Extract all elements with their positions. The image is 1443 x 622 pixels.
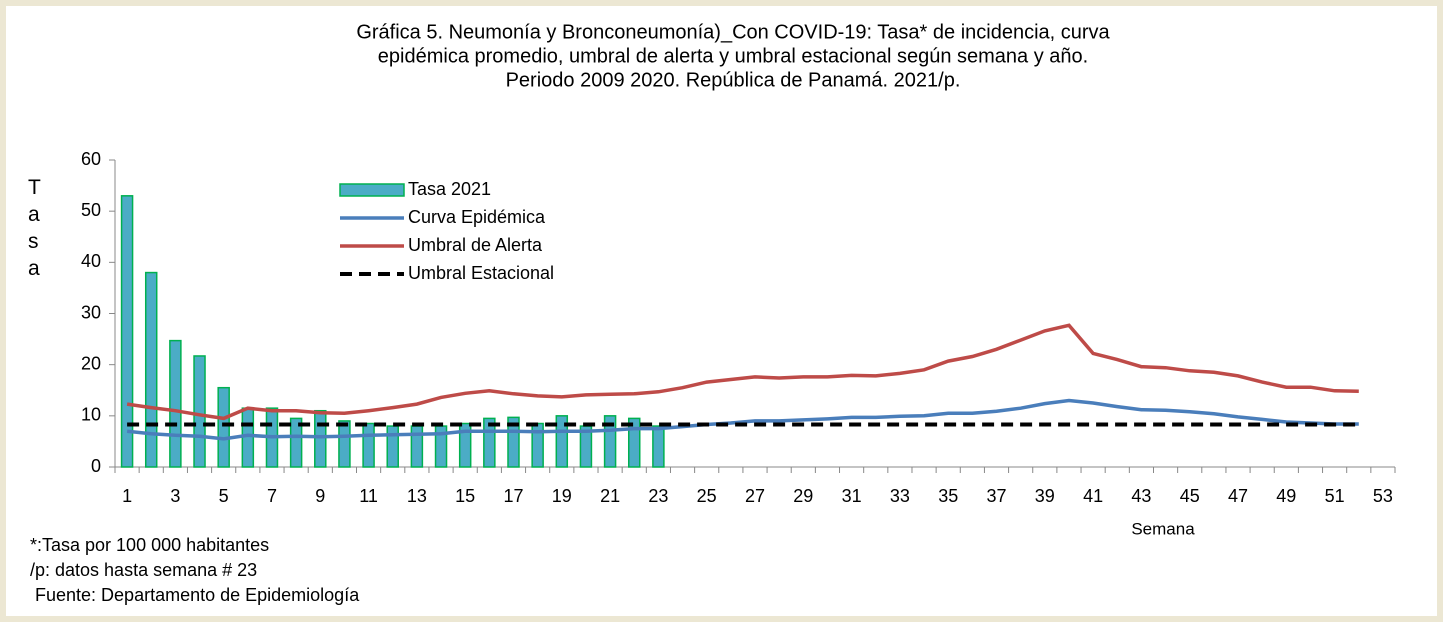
legend-label: Umbral de Alerta	[408, 235, 543, 255]
bar	[338, 420, 351, 468]
chart-title: epidémica promedio, umbral de alerta y u…	[378, 45, 1088, 67]
y-axis-label: Tasa	[28, 176, 41, 280]
x-tick-label: 13	[407, 486, 427, 506]
x-axis-label: Semana	[1131, 519, 1195, 538]
x-tick-label: 39	[1035, 486, 1055, 506]
x-tick-label: 23	[648, 486, 668, 506]
x-tick-label: 37	[986, 486, 1006, 506]
bar	[120, 195, 134, 468]
footnote: *:Tasa por 100 000 habitantes	[30, 535, 269, 555]
x-tick-label: 1	[122, 486, 132, 506]
y-tick-label: 60	[81, 149, 101, 169]
legend-label: Umbral Estacional	[408, 263, 554, 283]
x-tick-label: 19	[552, 486, 572, 506]
line	[126, 398, 1359, 441]
x-tick-label: 7	[267, 486, 277, 506]
x-tick-label: 33	[890, 486, 910, 506]
bar	[627, 417, 641, 468]
x-tick-label: 27	[745, 486, 765, 506]
y-tick-label: 10	[81, 405, 101, 425]
y-tick-label: 30	[81, 302, 101, 322]
bar	[652, 425, 665, 468]
bar	[483, 417, 496, 468]
bar	[289, 417, 303, 468]
x-tick-label: 17	[503, 486, 523, 506]
x-tick-label: 29	[793, 486, 813, 506]
y-tick-label: 0	[91, 456, 101, 476]
x-tick-label: 51	[1325, 486, 1345, 506]
bar	[217, 386, 230, 468]
bar	[386, 425, 399, 468]
bar	[555, 415, 569, 468]
x-tick-label: 5	[219, 486, 229, 506]
x-tick-label: 45	[1180, 486, 1200, 506]
footnote: /p: datos hasta semana # 23	[30, 560, 257, 580]
bar	[144, 271, 158, 468]
legend-label: Curva Epidémica	[408, 207, 546, 227]
x-tick-label: 9	[315, 486, 325, 506]
x-tick-label: 53	[1373, 486, 1393, 506]
x-tick-label: 47	[1228, 486, 1248, 506]
bar	[410, 425, 424, 468]
x-tick-label: 31	[842, 486, 862, 506]
legend-label: Tasa 2021	[408, 179, 491, 199]
footnote: Fuente: Departamento de Epidemiología	[30, 585, 360, 605]
y-tick-label: 50	[81, 200, 101, 220]
legend-swatch	[339, 183, 405, 197]
y-tick-label: 40	[81, 251, 101, 271]
bar	[458, 422, 472, 468]
x-tick-label: 21	[600, 486, 620, 506]
x-tick-label: 35	[938, 486, 958, 506]
bar	[362, 422, 375, 468]
line	[126, 323, 1359, 421]
bar	[314, 409, 327, 468]
x-tick-label: 49	[1276, 486, 1296, 506]
y-tick-label: 20	[81, 353, 101, 373]
x-tick-label: 25	[697, 486, 717, 506]
bar	[507, 416, 520, 468]
bar	[169, 339, 182, 468]
x-tick-label: 3	[170, 486, 180, 506]
bar	[193, 355, 206, 468]
bar	[603, 415, 617, 468]
chart-title: Periodo 2009 2020. República de Panamá. …	[506, 69, 961, 91]
chart-title: Gráfica 5. Neumonía y Bronconeumonía)_Co…	[356, 21, 1110, 43]
x-tick-label: 41	[1083, 486, 1103, 506]
x-tick-label: 43	[1131, 486, 1151, 506]
x-tick-label: 11	[359, 486, 378, 506]
x-tick-label: 15	[455, 486, 475, 506]
